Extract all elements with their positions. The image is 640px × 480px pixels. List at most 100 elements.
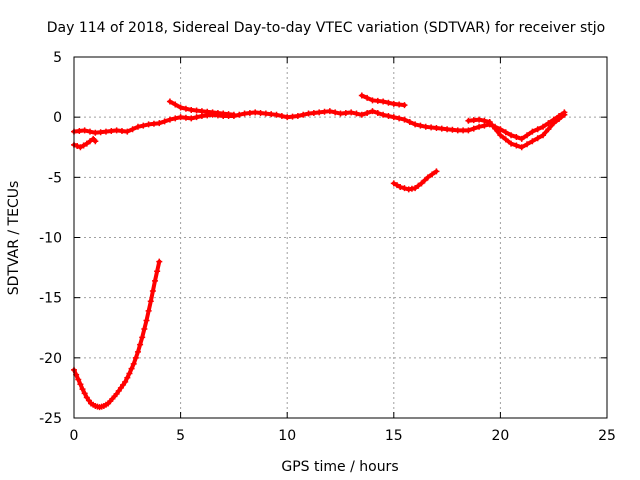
data-point bbox=[561, 111, 568, 118]
data-point bbox=[438, 125, 445, 132]
data-point bbox=[156, 258, 163, 265]
data-point bbox=[209, 109, 216, 116]
data-point bbox=[508, 140, 515, 147]
y-axis-label: SDTVAR / TECUs bbox=[6, 181, 22, 296]
data-point bbox=[91, 137, 98, 144]
data-point bbox=[540, 123, 547, 130]
data-point bbox=[470, 117, 477, 124]
data-point bbox=[476, 123, 483, 130]
data-point bbox=[204, 108, 211, 115]
data-point bbox=[415, 182, 422, 189]
data-point bbox=[236, 111, 243, 118]
data-point bbox=[143, 317, 150, 324]
data-point bbox=[246, 109, 253, 116]
y-tick-label: -10 bbox=[39, 231, 62, 247]
data-point bbox=[124, 128, 131, 135]
data-point bbox=[540, 132, 547, 139]
data-point bbox=[390, 180, 397, 187]
y-tick-label: 0 bbox=[53, 110, 62, 126]
data-point bbox=[130, 360, 137, 367]
data-point bbox=[497, 132, 504, 139]
data-point bbox=[145, 121, 152, 128]
y-tick-label: -25 bbox=[39, 411, 62, 427]
data-point bbox=[390, 100, 397, 107]
data-point bbox=[332, 109, 339, 116]
data-point bbox=[385, 112, 392, 119]
data-point bbox=[129, 126, 136, 133]
data-point bbox=[161, 118, 168, 125]
data-point bbox=[257, 109, 264, 116]
data-point bbox=[406, 118, 413, 125]
data-point bbox=[305, 110, 312, 117]
data-point bbox=[418, 180, 425, 187]
data-point bbox=[81, 127, 88, 134]
series-late-noise bbox=[465, 111, 568, 151]
data-point bbox=[412, 185, 419, 192]
x-tick-label: 25 bbox=[598, 428, 616, 444]
series-mid-segment bbox=[390, 168, 440, 193]
data-point bbox=[77, 144, 84, 151]
plot-frame bbox=[73, 56, 608, 419]
data-point bbox=[502, 136, 509, 143]
data-point bbox=[529, 128, 536, 135]
data-point bbox=[396, 101, 403, 108]
data-point bbox=[214, 109, 221, 116]
data-point bbox=[550, 120, 557, 127]
data-point bbox=[182, 105, 189, 112]
data-point bbox=[401, 116, 408, 123]
data-point bbox=[374, 109, 381, 116]
data-point bbox=[380, 111, 387, 118]
data-point bbox=[289, 113, 296, 120]
data-point bbox=[152, 277, 159, 284]
data-point bbox=[429, 171, 436, 178]
data-point bbox=[545, 120, 552, 127]
data-point bbox=[74, 143, 81, 150]
data-point bbox=[421, 177, 428, 184]
data-point bbox=[390, 114, 397, 121]
data-point bbox=[85, 397, 92, 404]
data-point bbox=[97, 129, 104, 136]
x-tick-label: 5 bbox=[176, 428, 185, 444]
data-point bbox=[115, 387, 122, 394]
data-point bbox=[422, 123, 429, 130]
data-point bbox=[348, 109, 355, 116]
data-point bbox=[172, 101, 179, 108]
data-point bbox=[428, 124, 435, 131]
data-point bbox=[76, 128, 83, 135]
y-tick-label: -15 bbox=[39, 291, 62, 307]
data-point bbox=[166, 98, 173, 105]
data-point bbox=[449, 126, 456, 133]
data-point bbox=[128, 365, 135, 372]
data-point bbox=[262, 110, 269, 117]
data-point bbox=[172, 115, 179, 122]
chart-title: Day 114 of 2018, Sidereal Day-to-day VTE… bbox=[47, 20, 605, 36]
data-point bbox=[77, 381, 84, 388]
data-point bbox=[102, 128, 109, 135]
data-point bbox=[241, 110, 248, 117]
series-start-dip bbox=[71, 135, 99, 151]
data-point bbox=[342, 109, 349, 116]
data-point bbox=[80, 142, 87, 149]
data-point bbox=[369, 108, 376, 115]
data-point bbox=[294, 112, 301, 119]
data-point bbox=[122, 378, 129, 385]
data-point bbox=[556, 115, 563, 122]
data-point bbox=[397, 183, 404, 190]
data-point bbox=[134, 348, 141, 355]
data-point bbox=[126, 370, 133, 377]
data-point bbox=[476, 116, 483, 123]
data-point bbox=[518, 144, 525, 151]
data-points bbox=[71, 92, 568, 411]
data-point bbox=[374, 97, 381, 104]
data-point bbox=[149, 288, 156, 295]
data-point bbox=[177, 114, 184, 121]
data-point bbox=[417, 122, 424, 129]
data-point bbox=[182, 114, 189, 121]
data-point bbox=[497, 126, 504, 133]
data-point bbox=[83, 394, 90, 401]
data-point bbox=[524, 132, 531, 139]
data-point bbox=[337, 110, 344, 117]
data-point bbox=[502, 129, 509, 136]
data-point bbox=[470, 125, 477, 132]
